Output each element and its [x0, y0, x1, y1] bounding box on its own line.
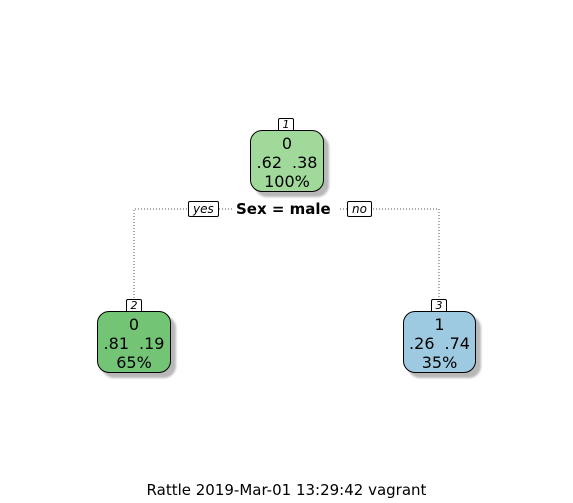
edge-yes-label: yes	[188, 201, 219, 217]
node-1-prob-1: .38	[292, 153, 318, 172]
rattle-caption: Rattle 2019-Mar-01 13:29:42 vagrant	[146, 481, 427, 499]
node-2-class: 0	[128, 315, 140, 334]
node-2-box: 0 .81 .19 65%	[97, 311, 171, 373]
node-2-probs: .81 .19	[98, 334, 170, 353]
node-2-prob-0: .81	[103, 334, 129, 353]
node-3-prob-0: .26	[409, 334, 435, 353]
node-1-class: 0	[281, 134, 293, 153]
node-3-percent: 35%	[421, 353, 458, 372]
node-3-probs: .26 .74	[404, 334, 475, 353]
edge-no-label: no	[347, 201, 372, 217]
node-1-prob-0: .62	[256, 153, 282, 172]
edge-no	[340, 208, 440, 300]
node-3-class: 1	[434, 315, 445, 334]
node-3-prob-1: .74	[444, 334, 470, 353]
node-2-prob-1: .19	[139, 334, 165, 353]
node-3-box: 1 .26 .74 35%	[403, 311, 476, 373]
node-1-percent: 100%	[264, 172, 310, 191]
node-2-id: 2	[126, 299, 142, 313]
node-1-probs: .62 .38	[251, 153, 323, 172]
node-1-box: 0 .62 .38 100%	[250, 130, 324, 192]
edge-yes	[133, 208, 235, 300]
split-condition: Sex = male	[233, 200, 334, 218]
node-2-percent: 65%	[116, 353, 152, 372]
